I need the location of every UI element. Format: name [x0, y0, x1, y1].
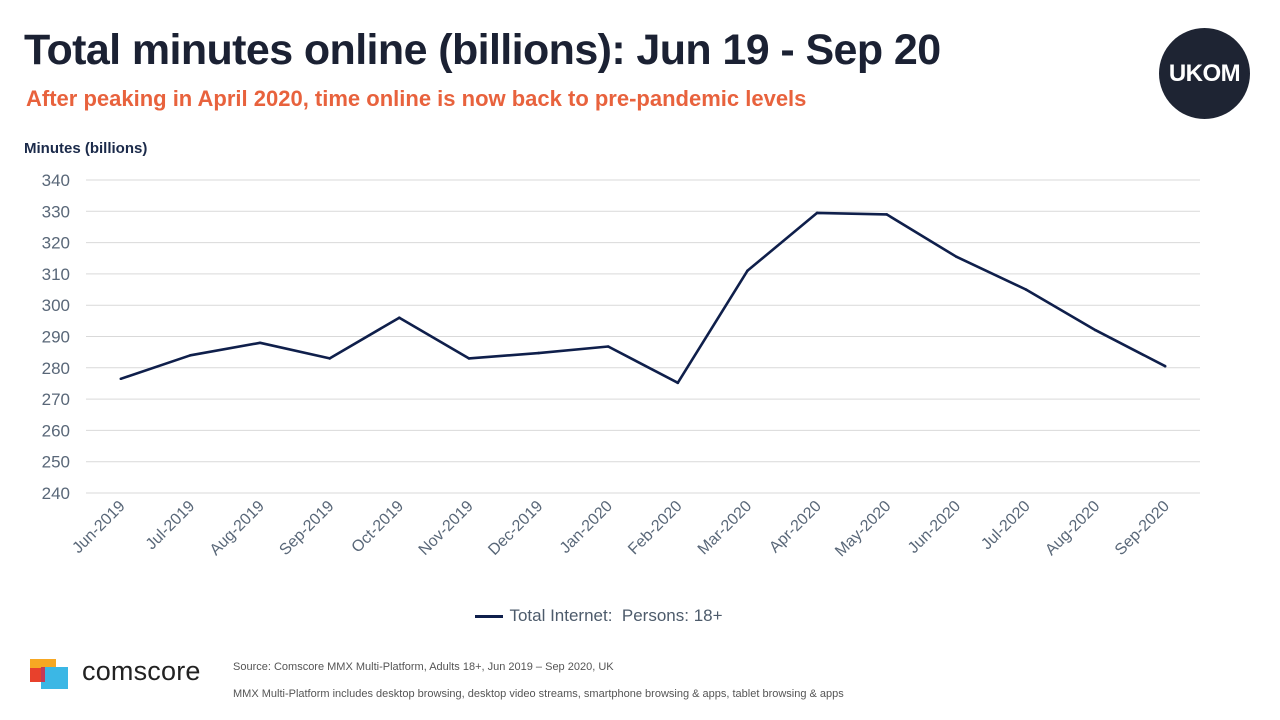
x-tick-label: Jan-2020	[557, 498, 616, 557]
x-tick-label: Feb-2020	[625, 498, 686, 559]
data-point	[1024, 288, 1028, 291]
data-point	[815, 211, 819, 215]
data-point	[467, 357, 471, 360]
x-axis-ticks: Jun-2019 Jul-2019 Aug-2019 Sep-2019 Oct-2019…	[69, 498, 1173, 560]
comscore-brand: comscore	[82, 656, 201, 686]
page-subtitle: After peaking in April 2020, time online…	[26, 86, 807, 111]
y-tick-label: 260	[42, 421, 70, 440]
y-tick-label: 340	[42, 171, 70, 190]
y-tick-label: 310	[42, 265, 70, 284]
x-tick-label: Apr-2020	[766, 498, 825, 557]
x-tick-label: Nov-2019	[416, 498, 477, 559]
legend: Total Internet: Persons: 18+	[0, 606, 1198, 626]
grid-lines	[86, 179, 1200, 494]
y-tick-label: 300	[42, 296, 70, 315]
data-point	[119, 377, 123, 381]
series-group	[119, 211, 1167, 385]
data-point	[1094, 328, 1097, 332]
y-tick-label: 320	[42, 234, 70, 253]
definition-note: MMX Multi-Platform includes desktop brow…	[233, 688, 844, 700]
x-tick-label: Oct-2019	[349, 498, 408, 557]
ukom-logo: UKOM	[1159, 28, 1250, 119]
x-tick-label: Mar-2020	[695, 498, 756, 559]
comscore-logo-icon	[30, 659, 68, 689]
y-tick-label: 240	[42, 484, 70, 503]
x-tick-label: Sep-2019	[276, 498, 337, 559]
data-point	[676, 381, 680, 385]
data-point	[537, 351, 540, 355]
y-tick-label: 250	[42, 453, 70, 472]
y-tick-label: 280	[42, 359, 70, 378]
page-title: Total minutes online (billions): Jun 19 …	[24, 26, 941, 74]
data-point	[885, 213, 888, 216]
x-tick-label: Aug-2019	[207, 498, 268, 559]
y-tick-label: 290	[42, 328, 70, 347]
x-tick-label: Sep-2020	[1112, 498, 1173, 559]
data-point	[955, 255, 958, 258]
data-point	[1163, 364, 1167, 368]
data-point	[606, 345, 610, 348]
y-axis-label: Minutes (billions)	[24, 140, 148, 157]
data-point	[746, 269, 749, 273]
data-point	[398, 316, 401, 320]
legend-swatch	[475, 614, 504, 618]
x-tick-label: Jul-2019	[143, 498, 198, 553]
source-note: Source: Comscore MMX Multi-Platform, Adu…	[233, 661, 614, 673]
x-tick-label: Jun-2020	[905, 498, 964, 557]
y-tick-label: 330	[42, 202, 70, 221]
data-point	[328, 357, 331, 360]
series-line-0	[120, 211, 1166, 385]
data-point	[189, 353, 192, 357]
y-axis-ticks: 240 250 260 270 280 290 300 310 320 330 340	[42, 171, 70, 503]
x-tick-label: Dec-2019	[485, 498, 546, 559]
x-tick-label: Jul-2020	[978, 498, 1033, 553]
legend-entry: Total Internet: Persons: 18+	[509, 606, 723, 625]
x-tick-label: Jun-2019	[69, 498, 128, 557]
x-tick-label: Aug-2020	[1042, 498, 1103, 559]
x-tick-label: May-2020	[832, 498, 894, 560]
data-point	[258, 341, 262, 345]
y-tick-label: 270	[42, 390, 70, 409]
